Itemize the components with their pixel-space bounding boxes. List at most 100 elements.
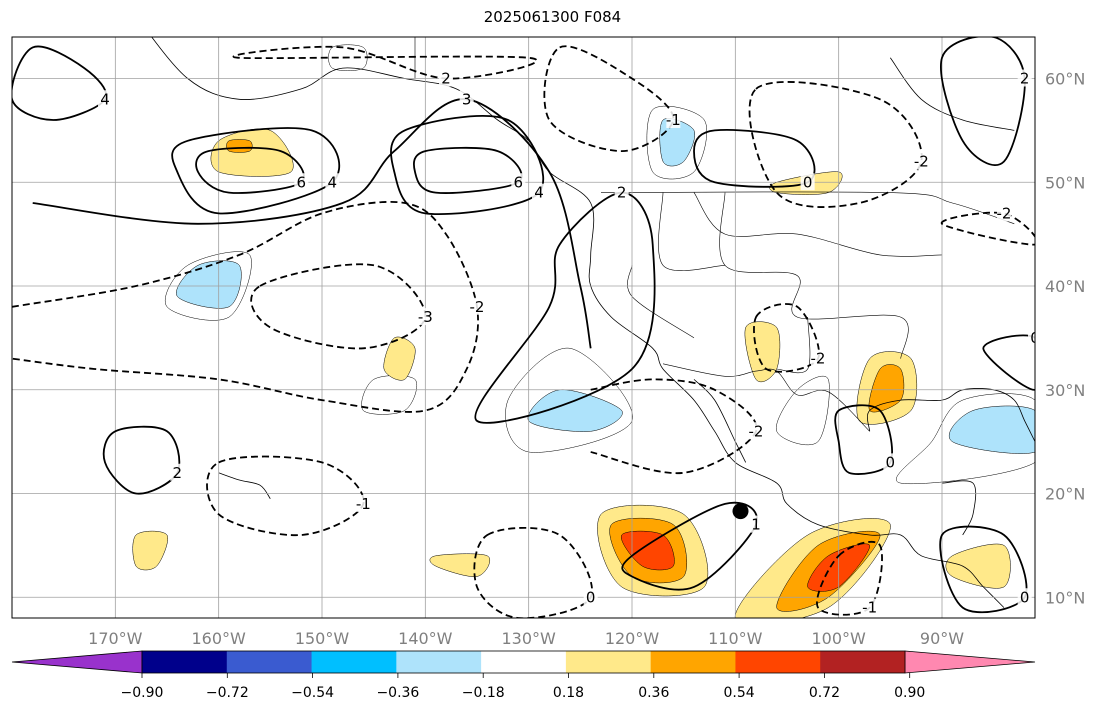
contour-label-bg: [614, 183, 629, 201]
lon-tick-label: 90°W: [920, 629, 964, 648]
colorbar-extend-min: [11, 650, 143, 674]
lon-tick-label: 150°W: [295, 629, 350, 648]
contour-solid: [834, 404, 893, 475]
lat-tick-label: 60°N: [1045, 70, 1085, 89]
shaded-region-negative: [775, 375, 830, 446]
contour-dashed: [590, 378, 758, 475]
colorbar-frame: [141, 650, 906, 674]
contour-solid: [412, 146, 523, 194]
contour-label-bg: [459, 90, 474, 108]
colorbar-swatch: [565, 651, 652, 673]
contour-solid: [621, 501, 758, 591]
coastline: [151, 37, 1005, 608]
political-border: [600, 191, 1015, 225]
contour-label-bg: [1017, 588, 1032, 606]
contour-label: -3: [418, 308, 433, 326]
contour-label: 6: [297, 173, 307, 191]
contour-solid: [693, 129, 816, 188]
lon-tick-label: 100°W: [811, 629, 866, 648]
lat-tick-label: 40°N: [1045, 277, 1085, 296]
contour-solid: [102, 425, 181, 495]
colorbar-tick-label: −0.54: [291, 685, 334, 701]
contour-dashed: [473, 526, 593, 618]
colorbar-swatch: [396, 651, 482, 673]
contour-label: -1: [666, 111, 681, 129]
colorbar-tick-label: −0.36: [376, 685, 419, 701]
contour-label-bg: [1017, 69, 1032, 87]
contour-dashed: [250, 263, 427, 350]
colorbar-tick-label: 0.90: [894, 685, 925, 701]
colorbar: −0.90 −0.72 −0.54 −0.36 −0.18 0.18 0.36 0.54 0.7…: [11, 650, 1036, 701]
lat-tick-label: 50°N: [1045, 173, 1085, 192]
coastline: [693, 379, 747, 463]
contour-label-bg: [811, 349, 825, 367]
colorbar-swatch: [650, 651, 736, 673]
contour-label-bg: [511, 173, 526, 191]
colorbar-swatch: [481, 651, 567, 673]
colorbar-tick-label: −0.90: [121, 685, 164, 701]
contour-solid: [195, 146, 305, 194]
contour-label-bg: [666, 111, 681, 128]
shaded-region-positive: [226, 139, 253, 153]
contour-label-bg: [294, 173, 309, 191]
contour-label: -1: [356, 495, 371, 513]
colorbar-tick-label: 0.72: [809, 685, 840, 701]
contour-label: 3: [462, 90, 472, 108]
contour-label-bg: [749, 515, 763, 533]
contour-solid: [12, 45, 107, 121]
colorbar-swatch: [311, 651, 397, 673]
contour-dashed: [543, 45, 675, 153]
contour-solid: [390, 115, 545, 216]
contour-label-bg: [532, 183, 546, 201]
colorbar-tick-label: 0.54: [724, 685, 755, 701]
contour-label-bg: [997, 204, 1011, 222]
location-marker: [732, 503, 749, 520]
colorbar-swatch: [142, 651, 228, 673]
shaded-region-negative: [659, 118, 695, 167]
lon-tick-label: 110°W: [708, 629, 763, 648]
contour-label: -2: [914, 153, 929, 171]
shaded-region-positive: [945, 543, 1011, 589]
contour-label: 4: [100, 90, 110, 108]
contour-label-bg: [98, 90, 112, 108]
shaded-region-positive: [383, 336, 416, 381]
contour-dashed: [232, 45, 538, 80]
shaded-region-negative: [527, 389, 623, 432]
contour-label: 2: [1020, 70, 1030, 88]
contour-label: 0: [586, 588, 596, 606]
contour-dashed: [206, 455, 365, 537]
shaded-region-positive: [132, 530, 168, 571]
contour-label-bg: [914, 152, 929, 170]
contour-label: 1: [751, 516, 761, 534]
contour-label: 4: [534, 184, 544, 202]
contour-label-bg: [325, 173, 340, 191]
contour-label: 0: [886, 453, 896, 471]
political-border: [776, 317, 811, 374]
contour-solid: [940, 37, 1026, 166]
political-border: [658, 192, 726, 271]
lat-tick-label: 30°N: [1045, 381, 1085, 400]
contour-label: 6: [514, 173, 524, 191]
contour-label: -2: [811, 350, 826, 368]
colorbar-extend-max: [904, 650, 1036, 674]
contour-label: -2: [470, 298, 485, 316]
lon-tick-label: 160°W: [191, 629, 246, 648]
contour-label-bg: [883, 453, 898, 471]
shaded-region-negative: [176, 260, 242, 309]
political-border: [693, 192, 943, 257]
contour-solid: [32, 98, 592, 349]
chart-title: 2025061300 F084: [483, 8, 622, 26]
lon-tick-label: 120°W: [605, 629, 660, 648]
latitude-labels: 60°N 50°N 40°N 30°N 20°N 10°N: [1045, 70, 1085, 608]
contour-label: 2: [617, 184, 627, 202]
colorbar-swatch: [820, 651, 906, 673]
coastline: [889, 57, 1015, 131]
contour-label: 0: [803, 173, 813, 191]
contour-label-bg: [470, 297, 484, 315]
contour-label-bg: [356, 494, 371, 512]
contour-label: 2: [441, 70, 451, 88]
political-border: [719, 192, 909, 359]
